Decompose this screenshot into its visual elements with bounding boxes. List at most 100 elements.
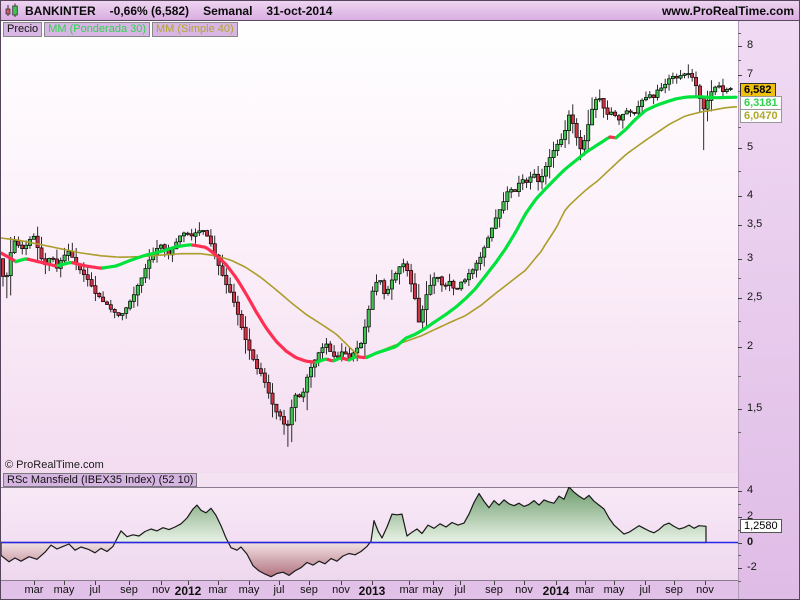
indicator-tick — [738, 555, 741, 556]
time-axis-year-label: 2012 — [174, 584, 202, 598]
time-tick — [460, 581, 461, 585]
price-tag-ma30: 6,3181 — [740, 96, 782, 110]
time-axis-month-label: nov — [332, 584, 350, 596]
price-tick — [738, 91, 741, 92]
candlestick-icon — [5, 3, 18, 17]
time-axis-month-label: sep — [485, 584, 503, 596]
time-tick — [218, 581, 219, 585]
time-tick — [705, 581, 706, 585]
price-tick — [738, 33, 741, 34]
price-tick — [738, 409, 742, 410]
price-axis-label: 2 — [747, 339, 754, 352]
time-tick — [341, 581, 342, 585]
price-axis-label: 3 — [747, 251, 754, 264]
timeframe-label: Semanal — [203, 3, 253, 18]
price-tick — [738, 298, 742, 299]
time-axis[interactable]: mar may jul sep nov 2012 mar may jul sep nov 2013 ma… — [1, 581, 738, 599]
indicator-tick — [738, 543, 742, 544]
price-tag-last: 6,582 — [740, 83, 776, 97]
time-axis-month-label: mar — [575, 584, 595, 596]
indicator-value-tag: 1,2580 — [740, 519, 782, 534]
indicator-axis-label: 0 — [747, 535, 754, 548]
price-chart — [1, 64, 738, 447]
price-axis-label: 3,5 — [747, 218, 763, 231]
time-axis-month-label: mar — [208, 584, 228, 596]
time-axis-month-label: sep — [665, 584, 683, 596]
time-tick — [524, 581, 525, 585]
price-tag-ma40: 6,0470 — [740, 109, 782, 123]
time-tick — [188, 581, 189, 585]
price-tick — [738, 278, 741, 279]
time-axis-month-label: jul — [273, 584, 285, 596]
time-tick — [309, 581, 310, 585]
time-axis-month-label: nov — [696, 584, 714, 596]
time-tick — [129, 581, 130, 585]
time-axis-year-label: 2014 — [542, 584, 570, 598]
price-axis[interactable]: 8 7 5 4 3,5 3 2,5 2 1,5 6,582 6,3181 6,0470 — [738, 21, 799, 473]
price-tick — [738, 376, 741, 377]
indicator-tick — [738, 568, 742, 569]
time-axis-month-label: sep — [300, 584, 318, 596]
time-axis-month-label: may — [53, 584, 75, 596]
time-tick — [556, 581, 557, 585]
time-axis-month-label: sep — [120, 584, 138, 596]
indicator-axis-label: 2 — [747, 509, 754, 522]
time-axis-month-label: jul — [89, 584, 101, 596]
indicator-chart — [1, 487, 738, 578]
price-tick — [738, 46, 742, 47]
watermark-text: © ProRealTime.com — [5, 459, 104, 471]
price-tick — [738, 432, 741, 433]
indicator-axis[interactable]: 4 2 0 -2 1,2580 — [738, 483, 799, 582]
time-tick — [95, 581, 96, 585]
time-axis-month-label: jul — [454, 584, 466, 596]
legend-chip-ma-simple[interactable]: MM (Simple 40) — [152, 22, 238, 37]
chart-legend: Precio MM (Ponderada 30) MM (Simple 40) — [3, 22, 238, 37]
price-axis-label: 5 — [747, 140, 754, 153]
time-tick — [614, 581, 615, 585]
time-tick — [645, 581, 646, 585]
time-tick — [34, 581, 35, 585]
title-bar: BANKINTER -0,66% (6,582) Semanal 31-oct-… — [1, 1, 799, 21]
time-tick — [372, 581, 373, 585]
price-tick — [738, 259, 742, 260]
time-axis-month-label: may — [422, 584, 444, 596]
price-tick — [738, 127, 741, 128]
time-tick — [674, 581, 675, 585]
price-chart-canvas[interactable]: Precio MM (Ponderada 30) MM (Simple 40) … — [1, 21, 738, 474]
indicator-tick — [738, 504, 741, 505]
price-axis-label: 1,5 — [747, 401, 763, 414]
time-tick — [585, 581, 586, 585]
symbol-name: BANKINTER — [25, 3, 96, 18]
time-tick — [433, 581, 434, 585]
time-axis-month-label: may — [238, 584, 260, 596]
price-tick — [738, 171, 741, 172]
indicator-tick — [738, 517, 742, 518]
time-axis-month-label: nov — [152, 584, 170, 596]
indicator-tick — [738, 530, 741, 531]
time-tick — [279, 581, 280, 585]
price-tick — [738, 196, 742, 197]
time-tick — [494, 581, 495, 585]
website-link[interactable]: www.ProRealTime.com — [661, 3, 794, 18]
indicator-chart-canvas[interactable] — [1, 487, 738, 581]
price-axis-label: 4 — [747, 189, 754, 202]
time-axis-month-label: mar — [24, 584, 44, 596]
date-label: 31-oct-2014 — [266, 3, 333, 18]
price-tick — [738, 60, 741, 61]
indicator-axis-label: -2 — [747, 561, 757, 574]
indicator-tick — [738, 491, 742, 492]
price-axis-label: 7 — [747, 67, 754, 80]
time-axis-month-label: may — [603, 584, 625, 596]
indicator-label-row: RSc Mansfield (IBEX35 Index) (52 10) — [1, 473, 738, 487]
time-axis-month-label: nov — [515, 584, 533, 596]
price-axis-label: 8 — [747, 39, 754, 51]
time-axis-month-label: jul — [639, 584, 651, 596]
indicator-title-chip[interactable]: RSc Mansfield (IBEX35 Index) (52 10) — [3, 473, 198, 487]
time-tick — [249, 581, 250, 585]
price-tick — [738, 347, 742, 348]
indicator-axis-label: 4 — [747, 483, 754, 496]
legend-chip-ma-ponderada[interactable]: MM (Ponderada 30) — [44, 22, 151, 37]
legend-chip-precio[interactable]: Precio — [3, 22, 43, 37]
price-tick — [738, 148, 742, 149]
